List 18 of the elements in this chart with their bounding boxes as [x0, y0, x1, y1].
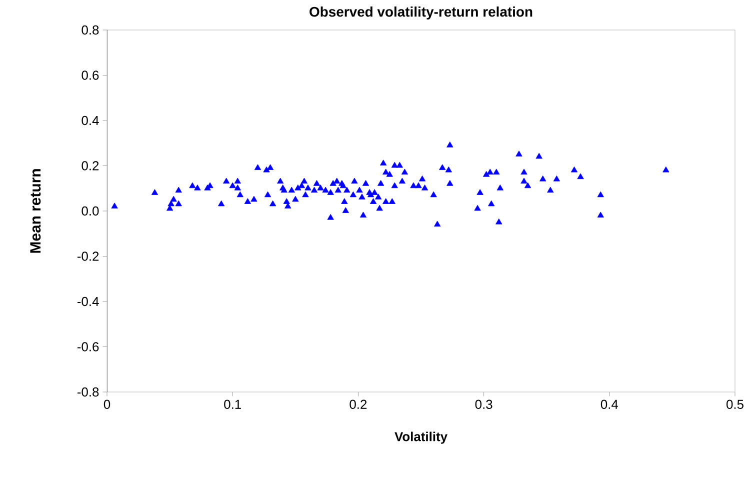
y-tick-label: -0.8: [77, 387, 99, 397]
x-tick-label: 0: [104, 400, 110, 409]
y-tick-label: -0.4: [77, 296, 99, 306]
x-tick-label: 0.1: [224, 400, 241, 409]
x-tick-label: 0.3: [475, 400, 492, 409]
chart-title: Observed volatility-return relation: [310, 6, 532, 20]
y-tick-label: 0.2: [82, 161, 99, 170]
y-axis-title: Mean return: [30, 169, 41, 253]
y-tick-label: -0.2: [77, 252, 99, 261]
x-tick-label: 0.2: [350, 400, 367, 409]
x-tick-label: 0.5: [726, 400, 744, 409]
x-axis-title: Volatility: [394, 432, 448, 444]
y-tick-label: 0.6: [82, 70, 99, 80]
y-tick-label: 0.0: [82, 206, 99, 216]
x-tick-label: 0.4: [600, 400, 618, 409]
y-tick-label: 0.4: [82, 116, 99, 126]
y-tick-label: -0.6: [77, 342, 99, 352]
y-tick-label: 0.8: [82, 25, 99, 35]
